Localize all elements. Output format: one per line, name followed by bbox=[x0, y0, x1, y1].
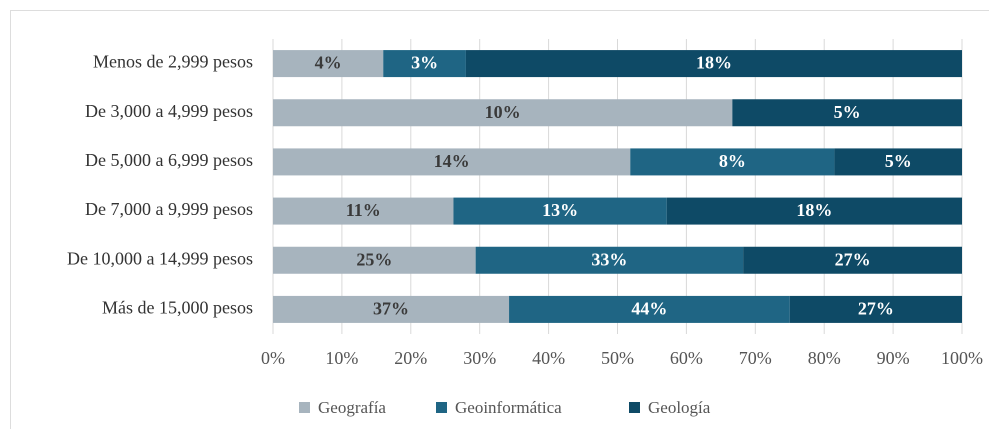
y-tick-label: De 10,000 a 14,999 pesos bbox=[67, 248, 253, 268]
bar-segment bbox=[465, 50, 962, 78]
bar-segment bbox=[453, 197, 667, 225]
data-label: 25% bbox=[356, 249, 392, 269]
data-label: 11% bbox=[346, 200, 381, 220]
data-label: 18% bbox=[796, 200, 832, 220]
data-label: 37% bbox=[373, 299, 409, 319]
bar-segment bbox=[475, 246, 744, 274]
x-tick-label: 90% bbox=[877, 348, 910, 368]
y-tick-label: Más de 15,000 pesos bbox=[102, 298, 253, 318]
legend-label: Geoinformática bbox=[455, 398, 562, 417]
legend-swatch bbox=[436, 402, 447, 413]
y-tick-label: Menos de 2,999 pesos bbox=[93, 52, 253, 72]
chart-border bbox=[10, 10, 989, 429]
data-label: 5% bbox=[834, 102, 861, 122]
y-tick-label: De 7,000 a 9,999 pesos bbox=[85, 199, 253, 219]
data-label: 27% bbox=[858, 299, 894, 319]
data-label: 33% bbox=[591, 249, 627, 269]
bar-segment bbox=[273, 197, 454, 225]
legend-label: Geología bbox=[648, 398, 711, 417]
data-label: 8% bbox=[719, 151, 746, 171]
bar-segment bbox=[273, 295, 510, 323]
bar-segment bbox=[789, 295, 962, 323]
data-label: 13% bbox=[542, 200, 578, 220]
legend-swatch bbox=[629, 402, 640, 413]
x-tick-label: 20% bbox=[394, 348, 427, 368]
data-label: 14% bbox=[434, 151, 470, 171]
data-label: 18% bbox=[696, 53, 732, 73]
x-tick-label: 40% bbox=[532, 348, 565, 368]
bar-segment bbox=[666, 197, 962, 225]
data-label: 3% bbox=[411, 53, 438, 73]
bar-segment bbox=[834, 148, 962, 176]
x-tick-label: 60% bbox=[670, 348, 703, 368]
bar-segment bbox=[509, 295, 790, 323]
y-tick-label: De 5,000 a 6,999 pesos bbox=[85, 150, 253, 170]
bar-segment bbox=[273, 50, 384, 78]
data-label: 10% bbox=[485, 102, 521, 122]
data-label: 44% bbox=[631, 299, 667, 319]
bar-segment bbox=[273, 148, 631, 176]
bar-segment bbox=[383, 50, 466, 78]
bar-segment bbox=[273, 99, 733, 127]
data-label: 27% bbox=[835, 249, 871, 269]
x-tick-label: 80% bbox=[808, 348, 841, 368]
bar-segment bbox=[273, 246, 476, 274]
x-tick-label: 10% bbox=[325, 348, 358, 368]
data-label: 5% bbox=[885, 151, 912, 171]
x-tick-label: 50% bbox=[601, 348, 634, 368]
x-tick-label: 0% bbox=[261, 348, 285, 368]
legend-swatch bbox=[299, 402, 310, 413]
x-tick-label: 100% bbox=[941, 348, 983, 368]
bar-segment bbox=[743, 246, 962, 274]
bar-segment bbox=[630, 148, 835, 176]
x-tick-label: 70% bbox=[739, 348, 772, 368]
legend-label: Geografía bbox=[318, 398, 386, 417]
y-tick-label: De 3,000 a 4,999 pesos bbox=[85, 101, 253, 121]
x-tick-label: 30% bbox=[463, 348, 496, 368]
data-label: 4% bbox=[315, 53, 342, 73]
bar-segment bbox=[732, 99, 962, 127]
